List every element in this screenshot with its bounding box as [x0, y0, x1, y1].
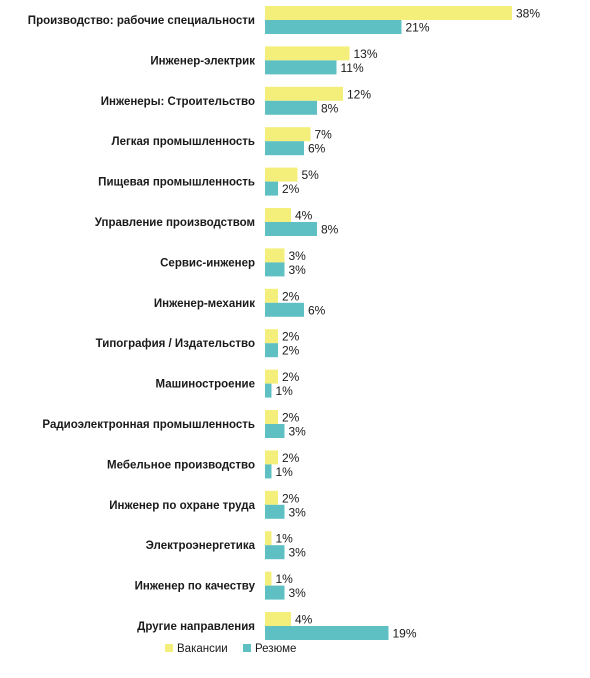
resume-bar [265, 343, 278, 358]
vacancy-bar [265, 167, 298, 182]
vacancy-value-label: 2% [282, 491, 300, 505]
resume-value-label: 3% [289, 586, 307, 600]
category-label: Сервис-инженер [160, 257, 255, 269]
vacancy-value-label: 7% [315, 128, 333, 142]
resume-bar [265, 424, 285, 438]
labels-layer: Производство: рабочие специальности 38% 21… [28, 7, 541, 641]
category-label: Инженер по качеству [135, 581, 256, 593]
vacancy-bar [265, 208, 291, 222]
resume-value-label: 2% [282, 344, 300, 358]
resume-value-label: 2% [282, 182, 300, 196]
resume-bar [265, 504, 285, 519]
resume-bar [265, 464, 272, 479]
resume-value-label: 1% [276, 465, 294, 479]
resume-bar [265, 626, 389, 640]
vacancy-bar [265, 410, 278, 424]
category-label: Инженер-электрик [150, 55, 255, 67]
resume-value-label: 8% [321, 101, 339, 115]
vacancy-bar [265, 46, 350, 61]
category-label: Электроэнергетика [146, 540, 256, 552]
vacancy-value-label: 1% [276, 572, 294, 586]
resume-value-label: 8% [321, 223, 339, 237]
vacancy-value-label: 4% [295, 613, 313, 627]
resume-value-label: 3% [289, 546, 307, 560]
category-label: Пищевая промышленность [98, 177, 255, 189]
vacancy-bar [265, 329, 278, 344]
vacancy-bar [265, 6, 512, 20]
resume-value-label: 6% [308, 142, 326, 156]
resume-value-label: 1% [276, 384, 294, 398]
bars-layer [265, 6, 512, 640]
resume-bar [265, 545, 285, 560]
category-label: Мебельное производство [107, 459, 255, 471]
resume-value-label: 3% [289, 263, 307, 277]
vacancy-value-label: 4% [295, 209, 313, 223]
vacancy-value-label: 5% [302, 168, 320, 182]
category-label: Производство: рабочие специальности [28, 15, 255, 27]
category-label: Радиоэлектронная промышленность [42, 419, 255, 431]
vacancy-bar [265, 571, 272, 586]
resume-value-label: 19% [393, 627, 417, 641]
resume-value-label: 21% [406, 21, 430, 35]
vacancy-bar [265, 369, 278, 384]
legend-swatch-resumes [243, 644, 251, 652]
vacancy-bar [265, 531, 272, 546]
resume-bar [265, 585, 285, 600]
resume-value-label: 3% [289, 425, 307, 439]
category-label: Типография / Издательство [96, 338, 255, 350]
resume-bar [265, 181, 278, 196]
vacancy-bar [265, 450, 278, 465]
category-label: Управление производством [95, 217, 255, 229]
vacancy-value-label: 1% [276, 532, 294, 546]
resume-value-label: 6% [308, 303, 326, 317]
resume-bar [265, 141, 304, 156]
vacancy-value-label: 2% [282, 370, 300, 384]
resume-bar [265, 20, 402, 34]
vacancy-bar [265, 248, 285, 263]
vacancy-bar [265, 490, 278, 505]
category-label: Инженер по охране труда [109, 500, 255, 512]
vacancy-bar [265, 288, 278, 303]
category-label: Другие направления [137, 621, 255, 633]
vacancy-bar [265, 127, 311, 142]
resume-bar [265, 60, 337, 75]
resume-value-label: 11% [341, 61, 364, 75]
vacancy-value-label: 13% [354, 47, 378, 61]
vacancy-bar [265, 86, 343, 101]
vacancy-value-label: 38% [516, 7, 540, 21]
vacancy-value-label: 2% [282, 411, 300, 425]
resume-bar [265, 222, 317, 236]
vacancy-value-label: 12% [347, 87, 371, 101]
vacancy-value-label: 2% [282, 451, 300, 465]
legend-label-resumes: Резюме [255, 643, 296, 655]
category-label: Легкая промышленность [112, 136, 255, 148]
resume-bar [265, 383, 272, 398]
vacancy-value-label: 2% [282, 330, 300, 344]
category-label: Инженер-механик [154, 298, 255, 310]
category-label: Машиностроение [156, 379, 255, 391]
category-label: Инженеры: Строительство [101, 96, 255, 108]
resume-value-label: 3% [289, 505, 307, 519]
vacancy-value-label: 3% [289, 249, 307, 263]
legend-label-vacancies: Вакансии [177, 643, 228, 655]
legend-swatch-vacancies [165, 644, 173, 652]
resume-bar [265, 100, 317, 115]
legend: Вакансии Резюме [165, 643, 296, 655]
vacancy-value-label: 2% [282, 289, 300, 303]
resume-bar [265, 262, 285, 277]
resume-bar [265, 302, 304, 317]
vacancy-bar [265, 612, 291, 626]
